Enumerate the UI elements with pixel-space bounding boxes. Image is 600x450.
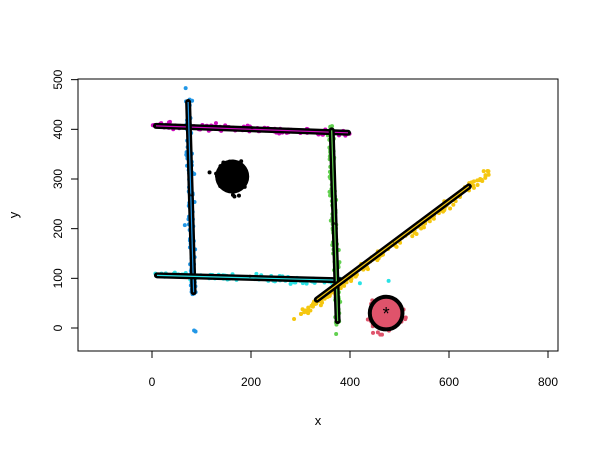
data-point	[448, 206, 453, 211]
data-point	[299, 311, 304, 316]
data-point	[183, 86, 188, 91]
y-axis-label: y	[6, 211, 21, 218]
y-tick-label: 500	[51, 69, 65, 89]
data-point	[431, 216, 436, 221]
center-marker: *	[391, 238, 395, 248]
data-point	[469, 180, 474, 185]
data-point	[483, 173, 488, 178]
data-point	[342, 283, 347, 288]
data-point	[441, 209, 446, 214]
data-point	[378, 332, 383, 337]
data-point	[193, 329, 198, 334]
data-point	[207, 170, 212, 175]
y-tick-label: 300	[51, 169, 65, 189]
x-tick-label: 800	[538, 375, 558, 389]
data-point	[357, 281, 362, 286]
y-axis: 0 100 200 300 400 500	[51, 69, 79, 331]
x-axis: 0 200 400 600 800	[149, 350, 558, 389]
data-point	[478, 176, 483, 181]
fitted-line-2	[156, 274, 344, 281]
center-marker: *	[333, 221, 337, 231]
x-tick-label: 400	[340, 375, 360, 389]
x-tick-label: 0	[149, 375, 156, 389]
center-marker: *	[248, 273, 252, 283]
data-point	[318, 303, 323, 308]
data-point	[254, 271, 259, 276]
data-point	[410, 234, 415, 239]
data-point	[386, 278, 391, 283]
center-marker: *	[250, 124, 254, 134]
data-point	[309, 303, 314, 308]
center-marker: *	[383, 304, 390, 324]
fitted-line-1	[187, 101, 195, 293]
fitted-line-3	[331, 130, 339, 322]
data-point	[486, 172, 491, 177]
fitted-line-4	[316, 185, 470, 301]
x-axis-label: x	[315, 413, 322, 428]
data-point	[288, 281, 293, 286]
data-point	[334, 331, 339, 336]
y-tick-label: 200	[51, 218, 65, 238]
data-point	[471, 185, 476, 190]
x-tick-label: 200	[241, 375, 261, 389]
data-point	[481, 169, 486, 174]
data-point	[330, 124, 335, 129]
data-point	[236, 193, 241, 198]
data-point	[313, 301, 318, 306]
y-tick-label: 400	[51, 119, 65, 139]
data-point	[230, 192, 235, 197]
data-point	[213, 121, 218, 126]
data-point	[365, 267, 370, 272]
x-tick-label: 600	[439, 375, 459, 389]
data-point	[292, 317, 297, 322]
dense-core	[215, 159, 250, 194]
data-point	[475, 183, 480, 188]
plot-frame	[77, 78, 559, 352]
data-point	[182, 223, 187, 228]
highlight-circle	[367, 294, 405, 332]
y-tick-label: 0	[51, 324, 65, 331]
data-point	[485, 169, 490, 174]
data-point	[419, 226, 424, 231]
data-point	[403, 317, 408, 322]
data-point	[306, 308, 311, 313]
y-tick-label: 100	[51, 268, 65, 288]
data-point	[371, 330, 376, 335]
center-marker: *	[189, 192, 193, 202]
data-point	[451, 202, 456, 207]
ellipses-layer: * * * * * *	[152, 99, 472, 332]
data-point	[427, 219, 432, 224]
